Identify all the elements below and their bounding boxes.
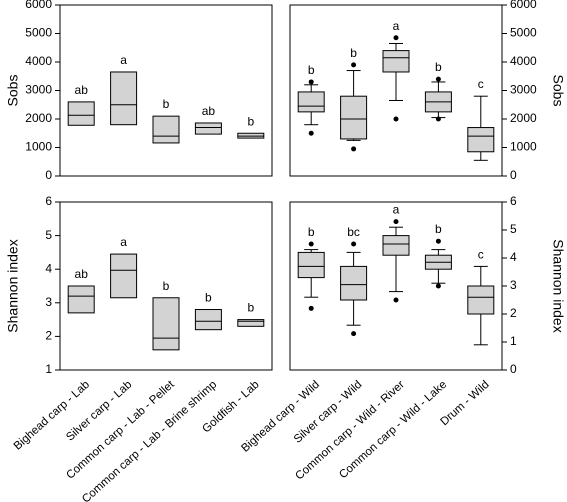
significance-letter: ab xyxy=(202,104,216,118)
box xyxy=(67,285,95,314)
y-tick-label: 6 xyxy=(510,194,517,208)
significance-letter: c xyxy=(478,247,484,261)
plot-frame xyxy=(59,4,273,177)
y-tick-label: 2000 xyxy=(25,111,52,125)
y-tick-label: 3000 xyxy=(25,83,52,97)
box xyxy=(110,71,138,126)
y-tick-label: 1 xyxy=(510,334,517,348)
y-tick-label: 0 xyxy=(510,168,517,182)
y-tick-label: 3000 xyxy=(510,83,537,97)
significance-letter: a xyxy=(120,53,127,67)
outlier xyxy=(393,219,399,225)
significance-letter: ab xyxy=(75,83,89,97)
box xyxy=(194,122,222,135)
significance-letter: a xyxy=(393,203,400,217)
outlier xyxy=(393,35,399,41)
significance-letter: b xyxy=(247,301,254,315)
outlier xyxy=(308,130,314,136)
significance-letter: a xyxy=(120,235,127,249)
significance-letter: b xyxy=(435,222,442,236)
y-tick-label: 5 xyxy=(510,222,517,236)
y-axis-label: Shannon index xyxy=(5,239,21,332)
box xyxy=(382,50,410,73)
y-axis-label: Sobs xyxy=(550,75,566,107)
y-axis-label: Shannon index xyxy=(550,239,566,332)
box xyxy=(467,285,495,315)
y-tick-label: 1000 xyxy=(510,140,537,154)
outlier xyxy=(351,241,357,247)
y-tick-label: 0 xyxy=(45,168,52,182)
box xyxy=(67,101,95,126)
y-tick-label: 4000 xyxy=(510,54,537,68)
y-tick-label: 3 xyxy=(45,295,52,309)
y-tick-label: 0 xyxy=(510,362,517,376)
box xyxy=(297,91,325,113)
outlier xyxy=(435,76,441,82)
significance-letter: b xyxy=(163,279,170,293)
significance-letter: ab xyxy=(75,267,89,281)
y-tick-label: 1000 xyxy=(25,140,52,154)
significance-letter: b xyxy=(247,114,254,128)
y-tick-label: 2 xyxy=(510,306,517,320)
box xyxy=(382,235,410,256)
significance-letter: b xyxy=(350,46,357,60)
box xyxy=(340,95,368,140)
outlier xyxy=(435,283,441,289)
y-tick-label: 3 xyxy=(510,278,517,292)
significance-letter: bc xyxy=(347,225,360,239)
outlier xyxy=(393,297,399,303)
outlier xyxy=(351,62,357,68)
box xyxy=(110,253,138,299)
y-tick-label: 4000 xyxy=(25,54,52,68)
y-tick-label: 6000 xyxy=(25,0,52,11)
y-tick-label: 2000 xyxy=(510,111,537,125)
y-tick-label: 1 xyxy=(45,362,52,376)
y-tick-label: 5000 xyxy=(510,26,537,40)
significance-letter: b xyxy=(308,63,315,77)
box xyxy=(152,297,180,351)
outlier xyxy=(393,116,399,122)
x-tick-label: Bighead carp - Lab xyxy=(12,379,92,453)
box xyxy=(237,319,265,327)
box xyxy=(467,127,495,153)
significance-letter: c xyxy=(478,77,484,91)
plot-frame xyxy=(59,201,273,371)
significance-letter: a xyxy=(393,19,400,33)
box xyxy=(152,115,180,144)
significance-letter: b xyxy=(205,291,212,305)
y-tick-label: 4 xyxy=(45,261,52,275)
outlier xyxy=(308,79,314,85)
y-tick-label: 4 xyxy=(510,250,517,264)
outlier xyxy=(351,146,357,152)
significance-letter: b xyxy=(308,225,315,239)
box xyxy=(297,251,325,279)
y-tick-label: 6 xyxy=(45,194,52,208)
outlier xyxy=(308,305,314,311)
y-axis-label: Sobs xyxy=(5,75,21,107)
outlier xyxy=(351,331,357,337)
y-tick-label: 6000 xyxy=(510,0,537,11)
box xyxy=(340,265,368,301)
box xyxy=(194,309,222,331)
significance-letter: b xyxy=(163,97,170,111)
y-tick-label: 5 xyxy=(45,228,52,242)
outlier xyxy=(435,116,441,122)
outlier xyxy=(435,238,441,244)
outlier xyxy=(308,241,314,247)
y-tick-label: 2 xyxy=(45,329,52,343)
y-tick-label: 5000 xyxy=(25,26,52,40)
significance-letter: b xyxy=(435,60,442,74)
